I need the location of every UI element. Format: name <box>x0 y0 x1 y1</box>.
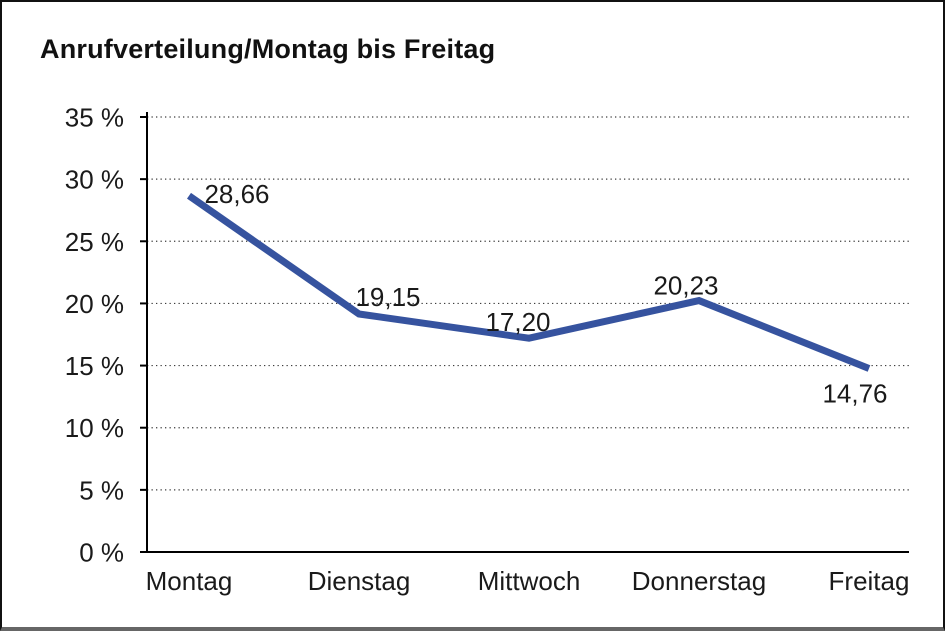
x-category-label: Dienstag <box>308 566 411 596</box>
y-tick-label: 10 % <box>65 413 124 443</box>
x-category-label: Donnerstag <box>632 566 766 596</box>
data-series-line <box>187 192 871 372</box>
data-point-label: 19,15 <box>355 282 420 312</box>
data-point-label: 14,76 <box>822 379 887 409</box>
y-tick-label: 15 % <box>65 351 124 381</box>
x-category-label: Mittwoch <box>478 566 581 596</box>
y-tick-label: 5 % <box>79 475 124 505</box>
y-tick-label: 25 % <box>65 227 124 257</box>
y-tick-label: 0 % <box>79 538 124 568</box>
data-point-label: 20,23 <box>653 271 718 301</box>
data-point-label: 17,20 <box>485 307 550 337</box>
chart-title: Anrufverteilung/Montag bis Freitag <box>40 34 496 64</box>
x-category-label: Freitag <box>829 566 910 596</box>
y-tick-label: 20 % <box>65 289 124 319</box>
x-category-label: Montag <box>146 566 233 596</box>
y-tick-label: 30 % <box>65 165 124 195</box>
y-tick-label: 35 % <box>65 103 124 133</box>
data-point-label: 28,66 <box>204 179 269 209</box>
